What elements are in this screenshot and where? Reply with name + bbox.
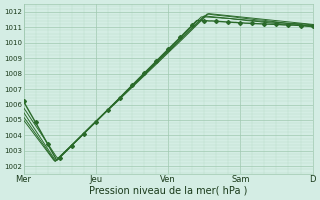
X-axis label: Pression niveau de la mer( hPa ): Pression niveau de la mer( hPa ) (89, 186, 247, 196)
